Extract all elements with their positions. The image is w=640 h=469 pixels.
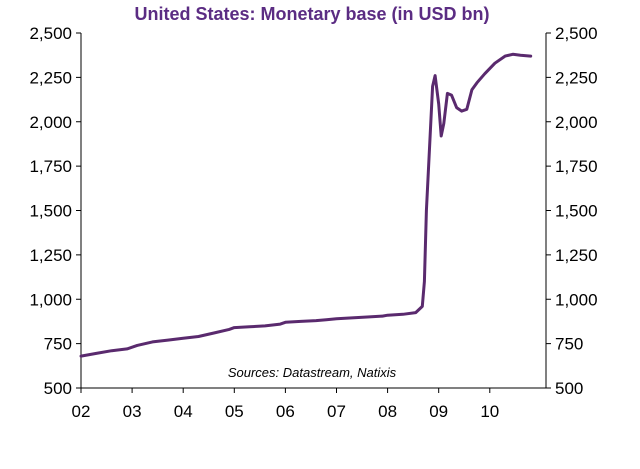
x-tick-label: 10: [480, 402, 499, 421]
right-y-tick-label: 500: [555, 379, 583, 398]
right-y-tick-label: 2,000: [555, 113, 598, 132]
left-y-tick-label: 1,750: [29, 157, 72, 176]
left-y-tick-label: 1,500: [29, 202, 72, 221]
right-y-tick-label: 750: [555, 335, 583, 354]
x-tick-label: 03: [123, 402, 142, 421]
right-y-tick-label: 1,000: [555, 290, 598, 309]
right-y-tick-label: 2,250: [555, 68, 598, 87]
left-y-axis: 500 750 1,000 1,250 1,500 1,750 2,000 2,250 2,50…: [29, 24, 81, 398]
x-axis: 02 03 04 05 06 07 08 09 10: [72, 388, 499, 421]
left-y-tick-label: 750: [44, 335, 72, 354]
left-y-tick-label: 1,250: [29, 246, 72, 265]
left-y-tick-label: 2,250: [29, 68, 72, 87]
source-annotation: Sources: Datastream, Natixis: [228, 365, 397, 380]
x-tick-label: 06: [276, 402, 295, 421]
x-tick-label: 08: [378, 402, 397, 421]
right-y-axis: 500 750 1,000 1,250 1,500 1,750 2,000 2,250 2,50…: [546, 24, 598, 398]
right-y-tick-label: 1,500: [555, 202, 598, 221]
series-line: [79, 52, 533, 358]
left-y-tick-label: 1,000: [29, 290, 72, 309]
chart-title: United States: Monetary base (in USD bn): [134, 4, 489, 24]
left-y-tick-label: 2,000: [29, 113, 72, 132]
x-tick-label: 04: [174, 402, 193, 421]
left-y-tick-label: 2,500: [29, 24, 72, 43]
right-y-tick-label: 1,750: [555, 157, 598, 176]
right-y-tick-label: 1,250: [555, 246, 598, 265]
x-tick-label: 02: [72, 402, 91, 421]
x-tick-label: 05: [225, 402, 244, 421]
x-tick-label: 07: [327, 402, 346, 421]
right-y-tick-label: 2,500: [555, 24, 598, 43]
x-tick-label: 09: [429, 402, 448, 421]
left-y-tick-label: 500: [44, 379, 72, 398]
